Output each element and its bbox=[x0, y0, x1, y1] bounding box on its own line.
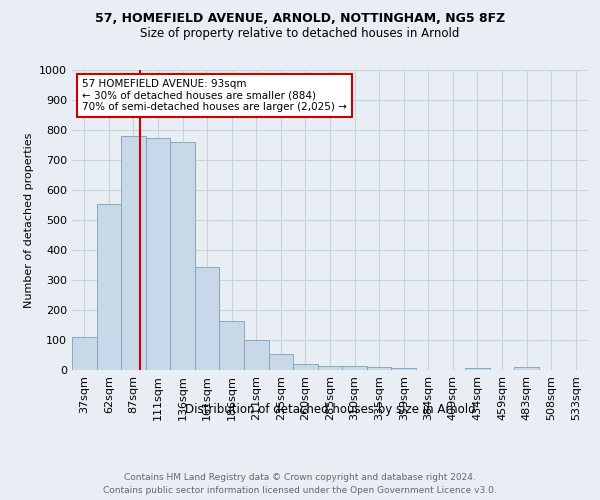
Bar bbox=[170, 142, 195, 370]
Text: 57, HOMEFIELD AVENUE, ARNOLD, NOTTINGHAM, NG5 8FZ: 57, HOMEFIELD AVENUE, ARNOLD, NOTTINGHAM… bbox=[95, 12, 505, 26]
Bar bbox=[195, 266, 220, 370]
Bar bbox=[244, 340, 269, 370]
Text: Distribution of detached houses by size in Arnold: Distribution of detached houses by size … bbox=[185, 402, 475, 415]
Bar bbox=[391, 368, 416, 370]
Bar bbox=[269, 354, 293, 370]
Bar bbox=[72, 337, 97, 370]
Bar bbox=[121, 136, 146, 370]
Bar bbox=[367, 367, 391, 370]
Bar bbox=[97, 204, 121, 370]
Text: 57 HOMEFIELD AVENUE: 93sqm
← 30% of detached houses are smaller (884)
70% of sem: 57 HOMEFIELD AVENUE: 93sqm ← 30% of deta… bbox=[82, 79, 347, 112]
Bar bbox=[220, 320, 244, 370]
Y-axis label: Number of detached properties: Number of detached properties bbox=[23, 132, 34, 308]
Text: Contains HM Land Registry data © Crown copyright and database right 2024.: Contains HM Land Registry data © Crown c… bbox=[124, 472, 476, 482]
Bar bbox=[342, 366, 367, 370]
Bar bbox=[514, 367, 539, 370]
Bar bbox=[318, 366, 342, 370]
Bar bbox=[465, 368, 490, 370]
Bar bbox=[146, 138, 170, 370]
Bar bbox=[293, 364, 318, 370]
Text: Contains public sector information licensed under the Open Government Licence v3: Contains public sector information licen… bbox=[103, 486, 497, 495]
Text: Size of property relative to detached houses in Arnold: Size of property relative to detached ho… bbox=[140, 28, 460, 40]
